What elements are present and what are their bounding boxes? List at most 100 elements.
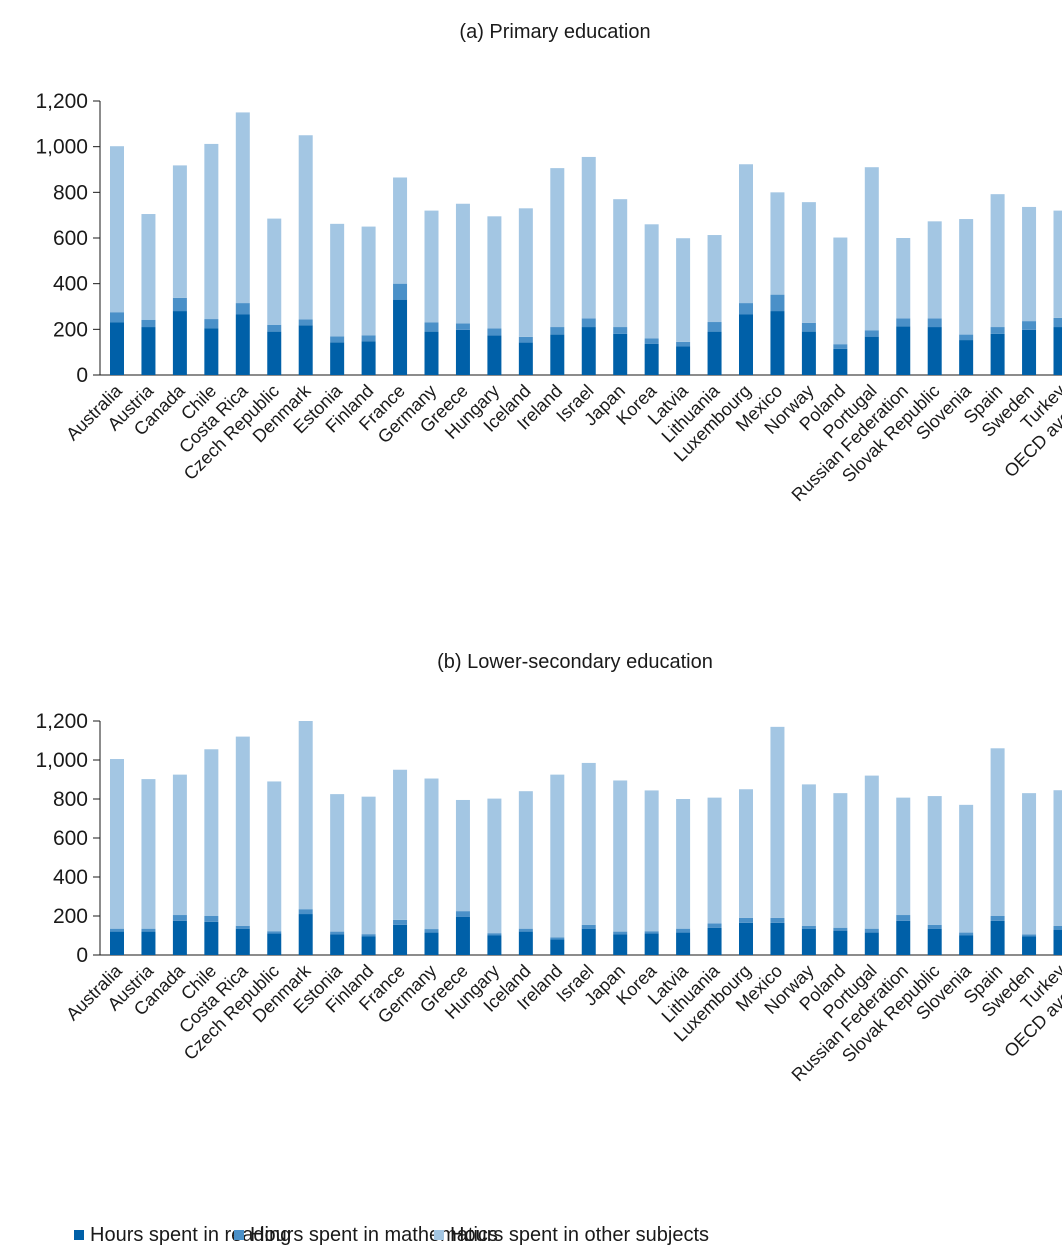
lower-secondary-bar-reading xyxy=(644,933,659,955)
primary-bar-reading xyxy=(833,348,848,375)
lower-secondary-bar-reading xyxy=(990,920,1005,955)
lower-secondary-chart-title: (b) Lower-secondary education xyxy=(437,651,713,673)
primary-y-tick-label: 400 xyxy=(53,273,88,296)
lower-secondary-bar-other-subjects xyxy=(833,793,848,928)
lower-secondary-bar-other-subjects xyxy=(613,780,628,932)
lower-secondary-y-tick-label: 1,200 xyxy=(35,710,88,733)
lower-secondary-bar-reading xyxy=(455,916,470,955)
lower-secondary-bar-mathematics xyxy=(330,931,345,935)
lower-secondary-bar-reading xyxy=(707,927,722,955)
primary-bar-other-subjects xyxy=(927,221,942,319)
lower-secondary-bar-reading xyxy=(581,928,596,955)
primary-bar-reading xyxy=(739,314,753,375)
primary-y-tick-label: 200 xyxy=(53,318,88,341)
primary-bar-reading xyxy=(487,335,502,375)
lower-secondary-bar-other-subjects xyxy=(896,797,911,916)
primary-y-tick-label: 1,200 xyxy=(35,90,88,113)
primary-bar-reading xyxy=(330,342,345,375)
lower-secondary-bar-reading xyxy=(864,932,879,955)
lower-secondary-bar-mathematics xyxy=(298,909,313,915)
lower-secondary-bar-other-subjects xyxy=(487,798,502,934)
primary-y-tick-label: 800 xyxy=(53,181,88,204)
primary-bar-other-subjects xyxy=(424,210,439,323)
legend-swatch-other-subjects xyxy=(434,1230,444,1240)
primary-bar-other-subjects xyxy=(267,218,282,325)
primary-bar-reading xyxy=(298,325,313,375)
lower-secondary-bar-other-subjects xyxy=(267,781,282,932)
primary-bar-mathematics xyxy=(455,323,470,330)
primary-bar-reading xyxy=(518,342,533,375)
lower-secondary-bar-other-subjects xyxy=(581,762,596,925)
lower-secondary-bar-mathematics xyxy=(204,916,219,922)
primary-bar-mathematics xyxy=(110,312,124,323)
lower-secondary-bar-mathematics xyxy=(455,911,470,917)
lower-secondary-bar-mathematics xyxy=(267,931,282,934)
primary-bar-other-subjects xyxy=(896,238,911,319)
lower-secondary-bar-reading xyxy=(361,936,376,955)
legend-label-mathematics: Hours spent in mathematics xyxy=(250,1224,498,1246)
lower-secondary-bar-other-subjects xyxy=(770,726,785,918)
lower-secondary-bar-other-subjects xyxy=(424,778,439,930)
primary-bar-other-subjects xyxy=(110,146,124,313)
primary-bar-other-subjects xyxy=(361,226,376,336)
lower-secondary-bar-reading xyxy=(959,935,974,955)
primary-bar-reading xyxy=(644,343,659,375)
lower-secondary-bar-mathematics xyxy=(110,928,124,932)
lower-secondary-y-tick-label: 1,000 xyxy=(35,749,88,772)
lower-secondary-bar-other-subjects xyxy=(235,736,250,926)
lower-secondary-y-tick-label: 0 xyxy=(76,944,88,967)
primary-bar-other-subjects xyxy=(770,192,785,295)
lower-secondary-bar-reading xyxy=(896,920,911,955)
primary-bar-mathematics xyxy=(393,283,408,300)
lower-secondary-bar-reading xyxy=(235,928,250,955)
lower-secondary-bar-mathematics xyxy=(361,934,376,937)
lower-secondary-bar-mathematics xyxy=(770,917,785,923)
primary-bar-mathematics xyxy=(959,334,974,341)
primary-bar-reading xyxy=(204,328,219,375)
primary-bar-reading xyxy=(864,336,879,375)
lower-secondary-bar-reading xyxy=(487,935,502,955)
primary-bar-other-subjects xyxy=(707,235,722,323)
primary-bar-other-subjects xyxy=(172,165,187,298)
primary-bar-mathematics xyxy=(172,297,187,312)
primary-bar-mathematics xyxy=(1022,321,1037,330)
lower-secondary-bar-reading xyxy=(393,924,408,955)
lower-secondary-bar-mathematics xyxy=(518,928,533,932)
primary-bar-reading xyxy=(141,327,156,375)
lower-secondary-bar-mathematics xyxy=(739,917,753,923)
lower-secondary-bar-reading xyxy=(550,939,565,955)
lower-secondary-bar-reading xyxy=(1053,929,1062,955)
primary-bar-other-subjects xyxy=(801,202,816,323)
lower-secondary-bar-reading xyxy=(330,934,345,955)
primary-bar-reading xyxy=(896,326,911,375)
lower-secondary-bar-other-subjects xyxy=(330,794,345,932)
primary-bar-mathematics xyxy=(204,319,219,329)
lower-secondary-bar-reading xyxy=(204,921,219,955)
lower-secondary-bar-reading xyxy=(518,931,533,955)
lower-secondary-bar-other-subjects xyxy=(676,799,691,929)
lower-secondary-bar-other-subjects xyxy=(141,779,156,929)
primary-bar-other-subjects xyxy=(581,156,596,319)
primary-bar-other-subjects xyxy=(235,112,250,304)
primary-bar-other-subjects xyxy=(550,168,565,328)
lower-secondary-bar-reading xyxy=(770,922,785,955)
lower-secondary-bar-mathematics xyxy=(424,929,439,933)
lower-secondary-y-tick-label: 200 xyxy=(53,905,88,928)
primary-bar-reading xyxy=(959,340,974,375)
primary-bar-mathematics xyxy=(833,344,848,349)
lower-secondary-bar-mathematics xyxy=(833,927,848,931)
lower-secondary-bar-other-subjects xyxy=(550,774,565,938)
primary-bar-mathematics xyxy=(330,336,345,343)
primary-bar-reading xyxy=(424,331,439,375)
primary-bar-reading xyxy=(613,333,628,375)
primary-bar-reading xyxy=(676,346,691,375)
primary-bar-mathematics xyxy=(864,330,879,337)
lower-secondary-y-tick-label: 600 xyxy=(53,827,88,850)
lower-secondary-bar-reading xyxy=(676,932,691,955)
primary-chart-title: (a) Primary education xyxy=(459,21,650,43)
primary-bar-other-subjects xyxy=(833,237,848,345)
primary-bar-reading xyxy=(801,331,816,375)
primary-bar-mathematics xyxy=(267,324,282,332)
